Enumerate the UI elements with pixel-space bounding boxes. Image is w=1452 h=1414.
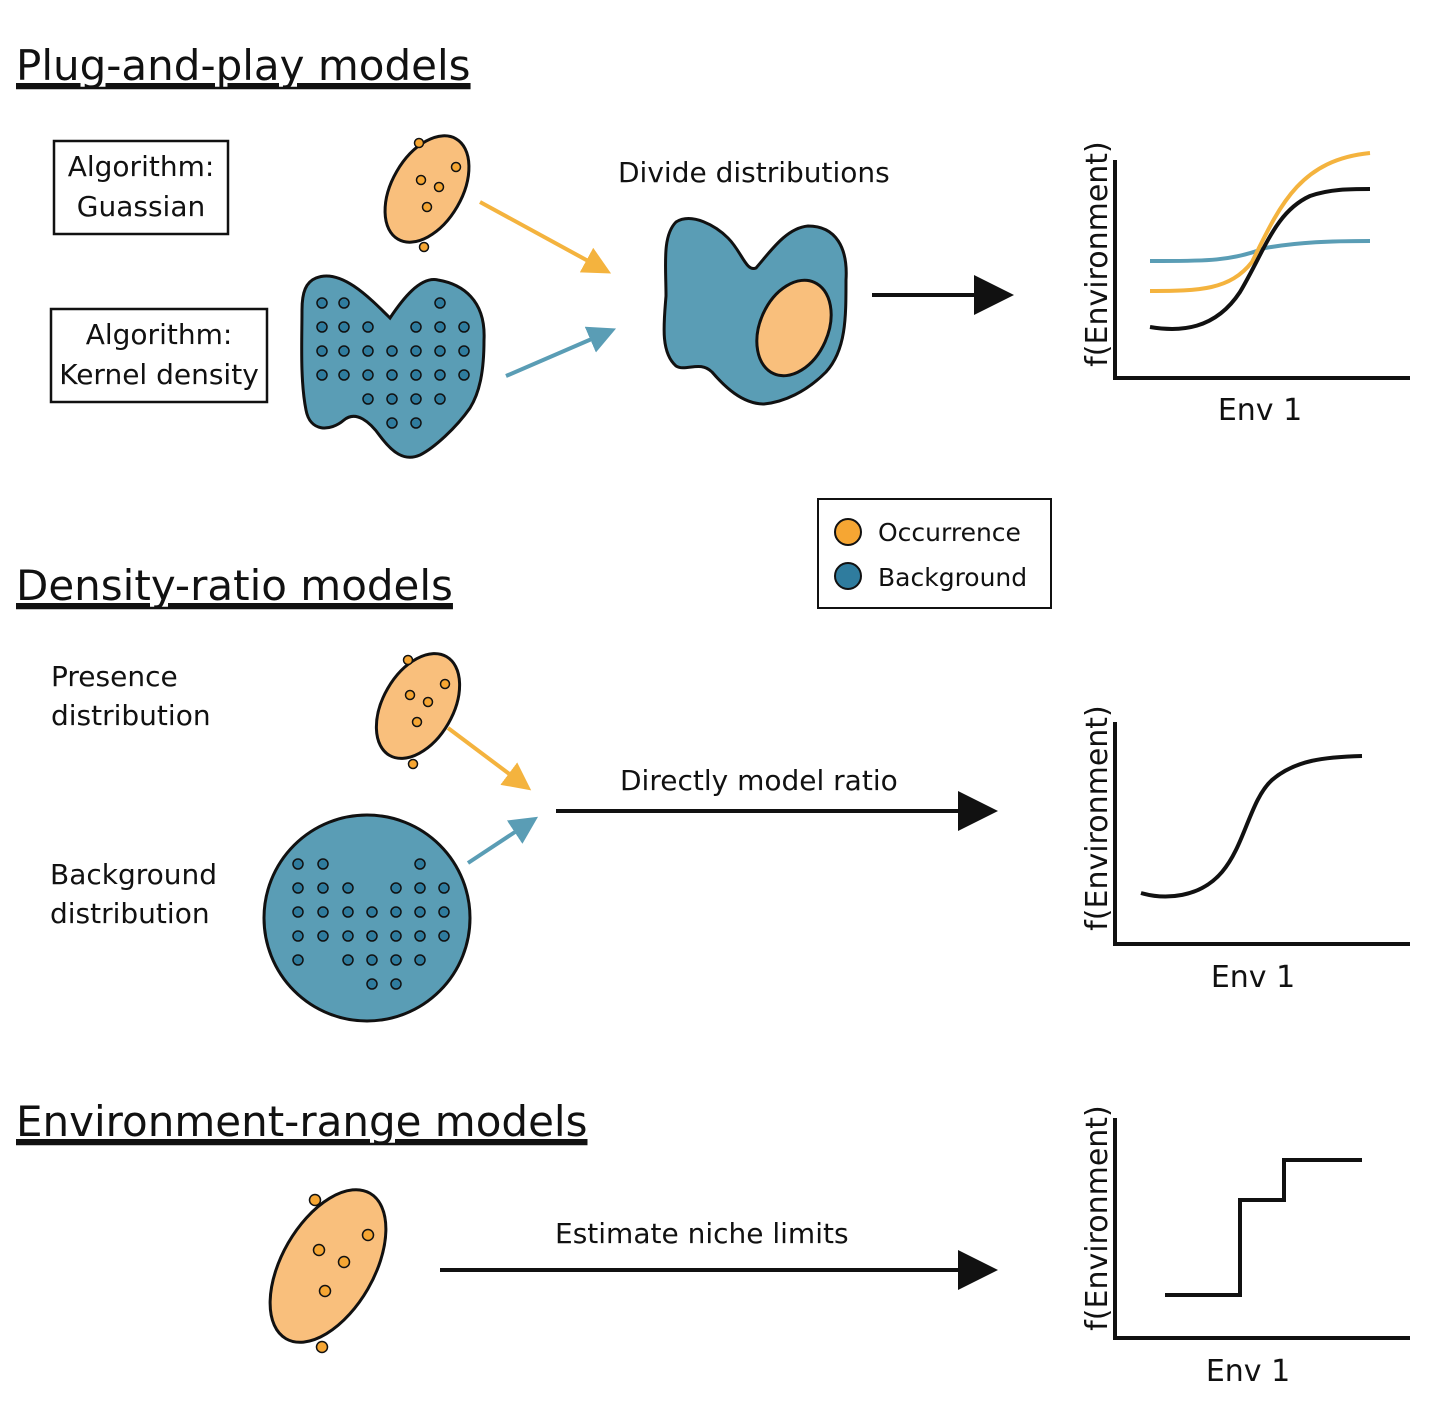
background-circle-icon <box>262 813 472 1023</box>
arrow-background <box>466 816 539 865</box>
plot2-line <box>1140 754 1363 899</box>
presence-line1: Presence <box>51 660 178 693</box>
step-directly-model-ratio: Directly model ratio <box>620 764 898 797</box>
algorithm-box-gaussian: Algorithm: Guassian <box>52 139 230 236</box>
occurrence-cloud-icon <box>268 1188 388 1354</box>
algo1-line1: Algorithm: <box>68 150 215 183</box>
legend-background-label: Background <box>878 563 1027 592</box>
step-divide-distributions: Divide distributions <box>618 156 890 189</box>
section-environment-range: Environment-range models Estimate niche … <box>16 1097 1410 1389</box>
algo1-line2: Guassian <box>77 190 205 223</box>
legend-background-swatch <box>834 562 862 590</box>
algo2-line1: Algorithm: <box>86 318 233 351</box>
plot-plug-and-play: f(Environment) Env 1 <box>1080 141 1410 428</box>
plot1-line-occurrence <box>1149 151 1371 293</box>
plot2-ylabel: f(Environment) <box>1080 705 1115 931</box>
background-line1: Background <box>50 858 217 891</box>
background-blob-icon <box>300 274 486 459</box>
legend: Occurrence Background <box>817 498 1052 609</box>
plot1-ylabel: f(Environment) <box>1080 141 1115 367</box>
plot1-xlabel: Env 1 <box>1218 393 1302 428</box>
section-density-ratio: Density-ratio models Presence distributi… <box>16 561 1410 1023</box>
plot3-ylabel: f(Environment) <box>1080 1105 1115 1331</box>
occurrence-cloud-icon <box>383 134 471 253</box>
plot1-line-ratio <box>1149 187 1371 331</box>
divided-distribution-icon <box>662 217 848 406</box>
plot-environment-range: f(Environment) Env 1 <box>1080 1105 1410 1389</box>
heading-environment-range: Environment-range models <box>16 1097 587 1146</box>
plot3-xlabel: Env 1 <box>1206 1354 1290 1389</box>
arrow-presence <box>446 726 532 791</box>
step-estimate-niche-limits: Estimate niche limits <box>555 1217 849 1250</box>
plot3-step-line <box>1165 1158 1362 1297</box>
legend-occurrence-label: Occurrence <box>878 518 1021 547</box>
plot-density-ratio: f(Environment) Env 1 <box>1080 705 1410 995</box>
heading-density-ratio: Density-ratio models <box>16 561 453 610</box>
heading-plug-and-play: Plug-and-play models <box>16 41 471 90</box>
presence-line2: distribution <box>51 699 211 732</box>
occurrence-cloud-icon <box>374 652 462 770</box>
legend-occurrence-swatch <box>834 518 862 546</box>
algo2-line2: Kernel density <box>59 358 259 391</box>
arrow-occurrence-to-ratio <box>479 200 612 274</box>
plot2-xlabel: Env 1 <box>1211 960 1295 995</box>
algorithm-box-kernel: Algorithm: Kernel density <box>49 307 269 404</box>
background-line2: distribution <box>50 897 210 930</box>
arrow-background-to-ratio <box>505 326 617 378</box>
section-plug-and-play: Plug-and-play models Algorithm: Guassian… <box>16 41 1410 459</box>
